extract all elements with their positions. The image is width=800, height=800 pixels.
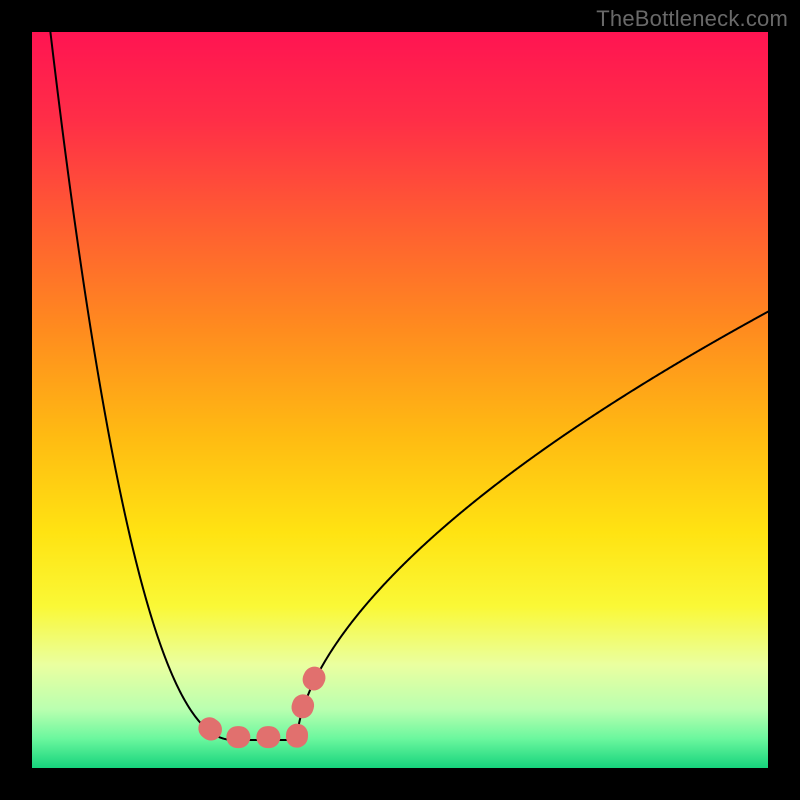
plot-area [32, 32, 768, 768]
watermark-text: TheBottleneck.com [596, 6, 788, 32]
bottleneck-curve-canvas [32, 32, 768, 768]
